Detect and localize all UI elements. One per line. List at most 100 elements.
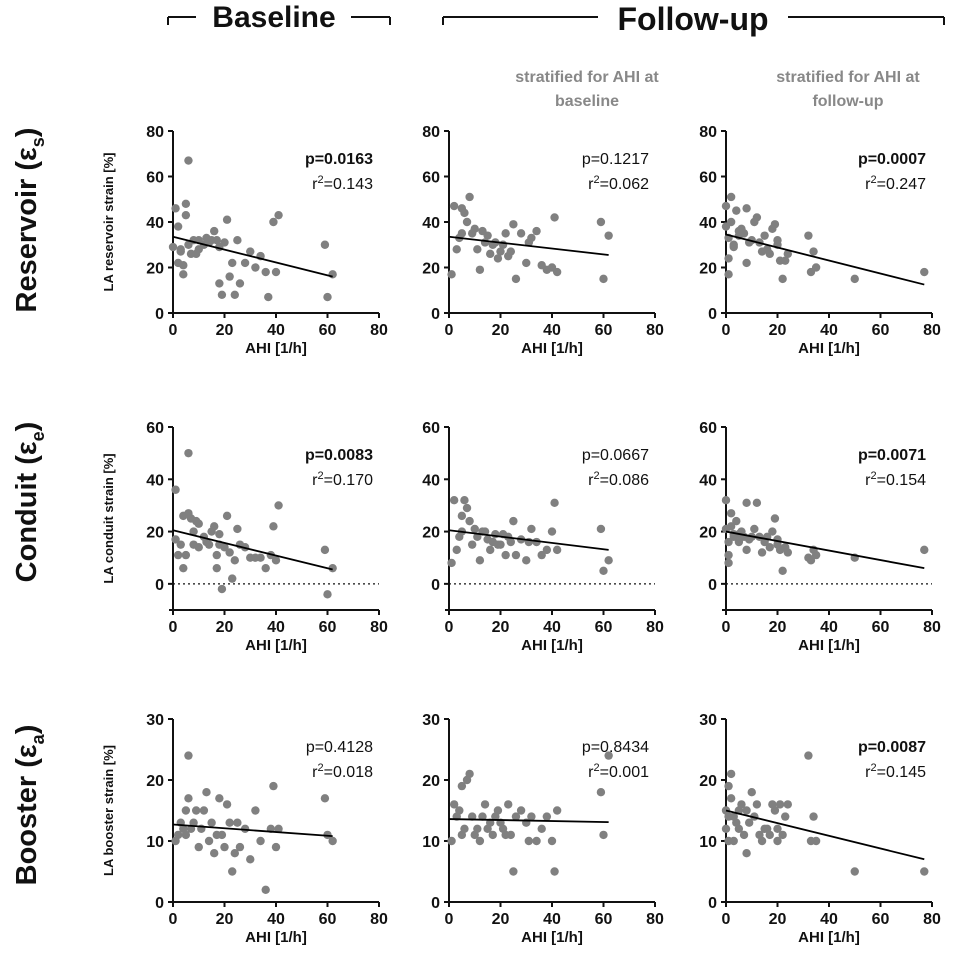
data-point bbox=[210, 849, 219, 858]
data-point bbox=[511, 550, 521, 560]
data-point bbox=[739, 229, 749, 238]
data-point bbox=[726, 509, 736, 518]
data-point bbox=[215, 794, 224, 803]
data-point bbox=[467, 540, 477, 549]
y-tick-label: 30 bbox=[422, 712, 440, 729]
data-point bbox=[532, 836, 541, 846]
regression-line bbox=[172, 823, 333, 838]
data-point bbox=[516, 806, 526, 815]
data-point bbox=[721, 201, 731, 211]
r-squared: r2=0.154 bbox=[865, 470, 926, 489]
y-tick-label: 0 bbox=[708, 306, 717, 323]
strat-baseline-line1: stratified for AHI at bbox=[515, 69, 659, 86]
r-squared: r2=0.001 bbox=[588, 762, 649, 781]
data-point bbox=[781, 812, 790, 821]
data-point bbox=[470, 524, 479, 534]
chart-panel-6: 0 20 40 60 0 20 40 60 80 AHI [1/h] p=0.0071 r2=0.15… bbox=[699, 420, 941, 654]
data-point bbox=[734, 824, 744, 833]
row-label-booster: Booster (εa) bbox=[11, 725, 48, 886]
data-point bbox=[504, 800, 513, 809]
y-tick-label: 0 bbox=[431, 306, 440, 323]
data-point bbox=[179, 270, 188, 279]
x-axis-label: AHI [1/h] bbox=[798, 929, 860, 946]
y-tick-label: 10 bbox=[422, 834, 440, 851]
x-tick-label: 0 bbox=[445, 911, 454, 928]
data-point bbox=[804, 751, 813, 760]
data-point bbox=[524, 836, 534, 846]
chart-panel-7: 0 10 20 30 0 20 40 60 80 AHI [1/h] LA booster stra… bbox=[101, 712, 388, 946]
data-point bbox=[220, 543, 229, 552]
data-point bbox=[173, 550, 183, 560]
chart-panel-8: 0 10 20 30 0 20 40 60 80 AHI [1/h] p=0.8434 r2=0.00… bbox=[422, 712, 664, 946]
x-tick-label: 40 bbox=[267, 619, 285, 636]
data-point bbox=[493, 806, 503, 815]
data-point bbox=[726, 192, 736, 202]
data-point bbox=[176, 245, 185, 254]
data-point bbox=[737, 800, 746, 809]
x-tick-label: 80 bbox=[370, 322, 388, 339]
data-point bbox=[176, 540, 185, 549]
regression-line bbox=[448, 818, 609, 823]
x-tick-label: 80 bbox=[923, 911, 941, 928]
x-tick-label: 40 bbox=[267, 911, 285, 928]
data-point bbox=[765, 830, 774, 840]
data-point bbox=[768, 527, 777, 536]
data-point bbox=[726, 794, 736, 803]
data-point bbox=[473, 245, 482, 254]
data-point bbox=[179, 261, 188, 270]
data-point bbox=[729, 242, 738, 252]
data-point bbox=[449, 496, 459, 505]
data-point bbox=[920, 267, 929, 277]
data-point bbox=[171, 204, 180, 213]
data-point bbox=[465, 516, 474, 526]
data-point bbox=[207, 818, 216, 827]
data-point bbox=[599, 830, 608, 840]
data-point bbox=[184, 156, 193, 165]
panels: 0 20 40 60 80 0 20 40 60 80 AHI [1/h] LA reservoir … bbox=[101, 124, 941, 946]
y-tick-label: 20 bbox=[422, 261, 440, 278]
data-point bbox=[750, 524, 759, 534]
data-point bbox=[184, 794, 193, 803]
data-point bbox=[447, 270, 456, 279]
data-point bbox=[527, 524, 536, 534]
data-point bbox=[532, 226, 541, 236]
data-point bbox=[212, 236, 221, 245]
x-tick-label: 60 bbox=[595, 322, 613, 339]
data-point bbox=[328, 270, 337, 279]
data-point bbox=[168, 242, 178, 252]
x-tick-label: 60 bbox=[319, 619, 337, 636]
y-tick-label: 0 bbox=[708, 895, 717, 912]
p-value: p=0.0071 bbox=[858, 447, 926, 464]
data-point bbox=[233, 524, 242, 534]
data-point bbox=[204, 540, 214, 549]
data-point bbox=[604, 556, 613, 565]
data-point bbox=[552, 806, 562, 815]
data-point bbox=[739, 830, 749, 840]
strat-baseline-line2: baseline bbox=[555, 93, 619, 110]
data-point bbox=[217, 584, 227, 594]
data-point bbox=[604, 231, 613, 240]
data-point bbox=[721, 496, 731, 505]
data-point bbox=[475, 556, 485, 565]
data-point bbox=[228, 258, 237, 268]
data-point bbox=[742, 849, 751, 858]
data-point bbox=[271, 842, 281, 852]
r-squared: r2=0.170 bbox=[312, 470, 373, 489]
data-point bbox=[225, 548, 234, 557]
data-point bbox=[225, 272, 234, 281]
data-point bbox=[320, 794, 330, 803]
data-point bbox=[194, 519, 203, 528]
x-tick-label: 20 bbox=[492, 619, 510, 636]
r-squared: r2=0.145 bbox=[865, 762, 926, 781]
data-point bbox=[189, 818, 198, 827]
data-point bbox=[509, 867, 518, 876]
data-point bbox=[596, 788, 606, 797]
chart-panel-4: 0 20 40 60 0 20 40 60 80 AHI [1/h] LA conduit stra… bbox=[101, 420, 388, 654]
data-point bbox=[729, 836, 738, 846]
data-point bbox=[215, 279, 224, 288]
x-tick-label: 0 bbox=[722, 322, 731, 339]
data-point bbox=[475, 836, 485, 846]
data-point bbox=[757, 548, 767, 557]
y-tick-label: 60 bbox=[422, 420, 440, 437]
data-point bbox=[194, 543, 203, 552]
